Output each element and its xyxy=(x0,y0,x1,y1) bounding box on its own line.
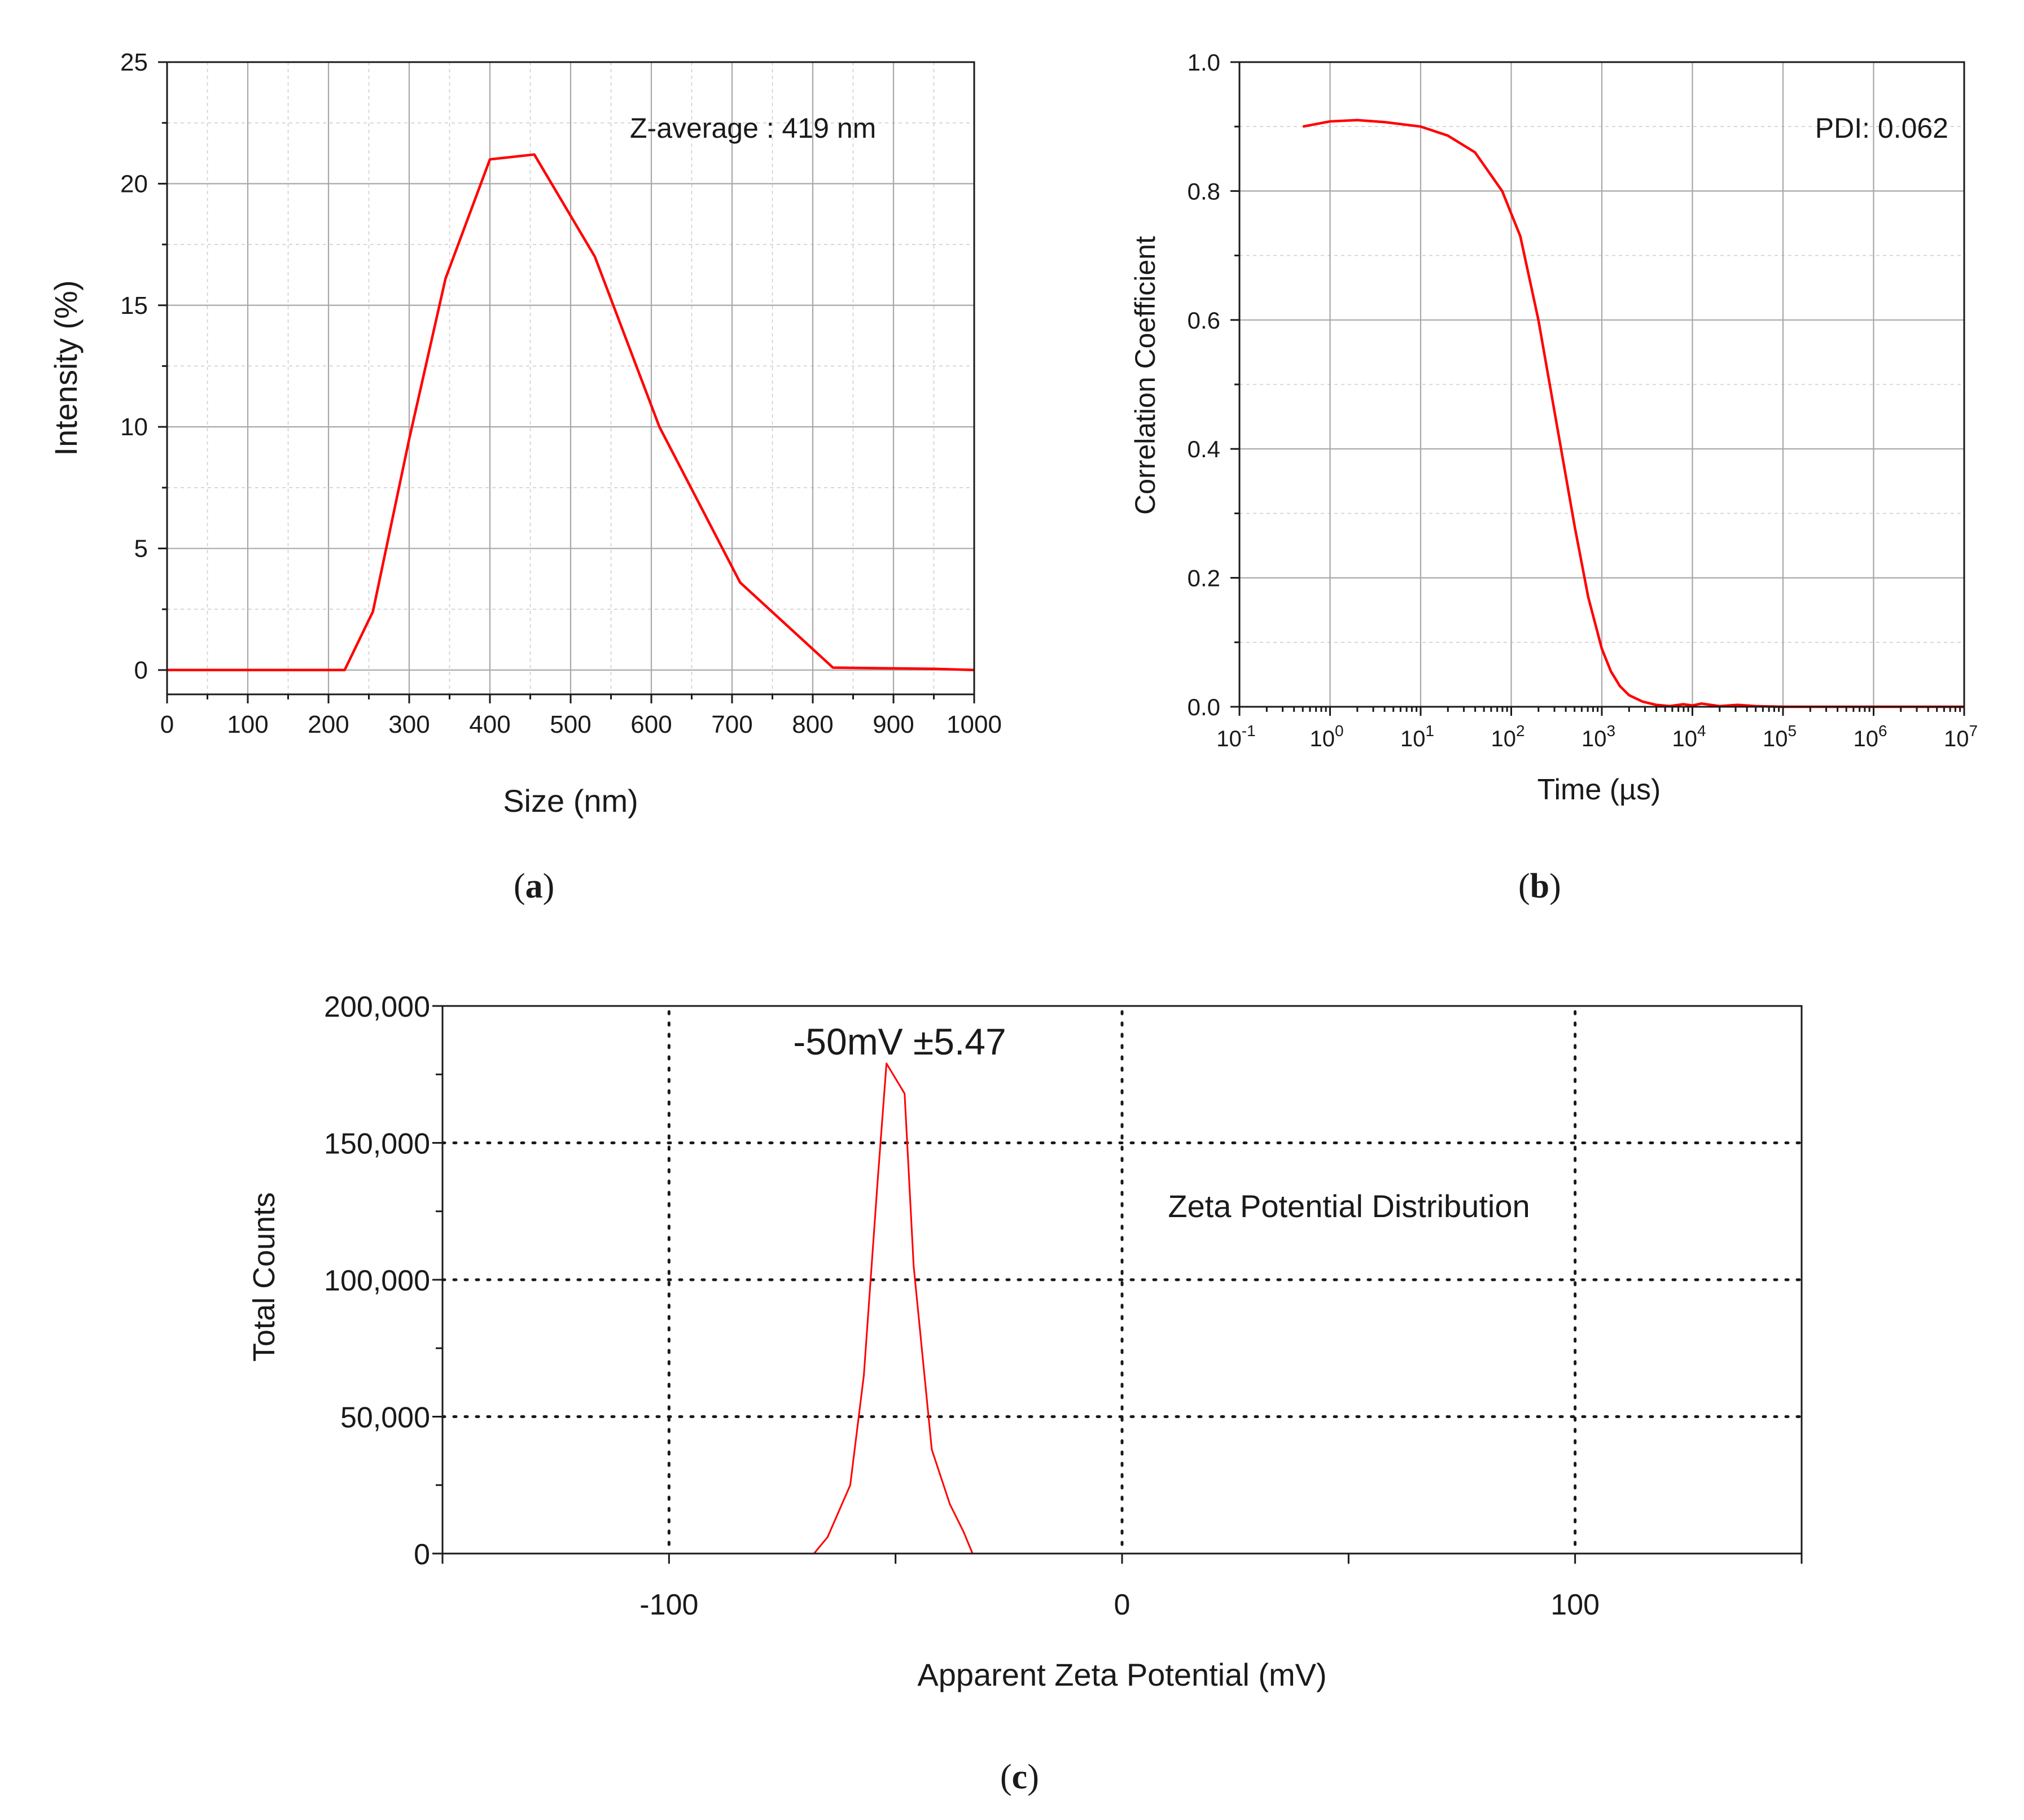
a-y-tick-label: 20 xyxy=(120,170,148,198)
c-x-tick-label: -100 xyxy=(639,1589,698,1621)
c-x-tick-label: 100 xyxy=(1550,1589,1600,1621)
a-y-tick-label: 5 xyxy=(134,535,148,563)
a-x-tick-label: 900 xyxy=(873,711,914,738)
c-gridlines xyxy=(441,1010,1803,1555)
b-x-tick-label: 103 xyxy=(1581,722,1615,751)
c-x-axis-label: Apparent Zeta Potential (mV) xyxy=(917,1657,1326,1692)
c-peak-annotation: -50mV ±5.47 xyxy=(793,1021,1006,1062)
a-x-tick-label: 700 xyxy=(711,711,752,738)
chart-b: 10-1 100 101 102 103 104 105 106 107 0.0 0.2 0.4 0.6… xyxy=(1129,49,1978,905)
b-x-tick-label: 105 xyxy=(1763,722,1797,751)
a-panel-label: (a) xyxy=(514,867,554,905)
a-x-tick-label: 0 xyxy=(160,711,174,738)
b-x-tick-label: 106 xyxy=(1853,722,1887,751)
b-x-tick-label: 107 xyxy=(1944,722,1978,751)
a-x-tick-label: 600 xyxy=(630,711,672,738)
c-plot-frame xyxy=(441,1005,1803,1555)
a-y-tick-label: 15 xyxy=(120,292,148,320)
b-x-tick-label: 100 xyxy=(1309,722,1343,751)
c-series-annotation: Zeta Potential Distribution xyxy=(1168,1188,1530,1224)
b-y-tick-label: 0.6 xyxy=(1188,307,1220,334)
chart-a: 0 100 200 300 400 500 600 700 800 900 1000 0 5 10 15 20… xyxy=(48,49,1002,905)
a-gridlines xyxy=(166,61,975,694)
b-series-layer xyxy=(1302,119,1964,708)
c-zeta-distribution-line xyxy=(443,1062,974,1555)
a-intensity-line xyxy=(167,153,975,672)
c-y-tick-label: 50,000 xyxy=(340,1402,430,1434)
c-y-tick-label: 0 xyxy=(414,1538,430,1571)
c-tick-layer: -100 0 100 0 50,000 100,000 150,000 200,000 xyxy=(324,991,1803,1621)
a-plot-frame xyxy=(166,61,975,695)
a-annotation: Z-average : 419 nm xyxy=(630,112,876,144)
a-series-layer xyxy=(167,153,975,672)
b-x-tick-label: 104 xyxy=(1672,722,1706,751)
a-y-tick-label: 0 xyxy=(134,657,148,684)
c-panel-label: (c) xyxy=(1000,1758,1039,1796)
a-x-tick-label: 300 xyxy=(388,711,430,738)
b-y-tick-label: 0.4 xyxy=(1188,436,1220,462)
c-x-tick-label: 0 xyxy=(1114,1589,1131,1621)
b-tick-layer: 10-1 100 101 102 103 104 105 106 107 0.0 0.2 0.4 0.6… xyxy=(1188,49,1978,751)
a-x-tick-label: 400 xyxy=(469,711,510,738)
a-x-tick-label: 500 xyxy=(550,711,591,738)
b-x-axis-label: Time (µs) xyxy=(1537,773,1661,806)
a-x-tick-label: 800 xyxy=(792,711,833,738)
chart-c: -100 0 100 0 50,000 100,000 150,000 200,000 -50… xyxy=(247,991,1803,1796)
c-series-layer xyxy=(443,1062,974,1555)
a-x-tick-label: 1000 xyxy=(947,711,1002,738)
c-y-tick-label: 150,000 xyxy=(324,1128,430,1161)
c-y-tick-label: 200,000 xyxy=(324,991,430,1023)
c-y-tick-label: 100,000 xyxy=(324,1265,430,1297)
c-y-axis-label: Total Counts xyxy=(247,1192,281,1362)
b-y-tick-label: 1.0 xyxy=(1188,49,1220,76)
b-plot-frame xyxy=(1238,61,1965,708)
b-annotation: PDI: 0.062 xyxy=(1815,112,1948,144)
a-tick-layer: 0 100 200 300 400 500 600 700 800 900 1000 0 5 10 15 20… xyxy=(120,49,1002,738)
b-panel-label: (b) xyxy=(1518,867,1561,905)
b-gridlines xyxy=(1238,61,1965,708)
b-y-tick-label: 0.8 xyxy=(1188,178,1220,204)
b-x-tick-label: 10-1 xyxy=(1216,722,1255,751)
a-y-tick-label: 25 xyxy=(120,49,148,76)
a-y-axis-label: Intensity (%) xyxy=(48,280,84,456)
a-x-tick-label: 100 xyxy=(227,711,268,738)
b-x-tick-label: 101 xyxy=(1400,722,1434,751)
b-y-tick-label: 0.0 xyxy=(1188,694,1220,720)
b-x-tick-label: 102 xyxy=(1491,722,1524,751)
b-y-axis-label: Correlation Coefficient xyxy=(1129,236,1161,515)
b-y-tick-label: 0.2 xyxy=(1188,565,1220,592)
b-correlation-line xyxy=(1302,119,1964,708)
a-x-axis-label: Size (nm) xyxy=(503,783,638,819)
a-y-tick-label: 10 xyxy=(120,413,148,441)
a-x-tick-label: 200 xyxy=(308,711,349,738)
